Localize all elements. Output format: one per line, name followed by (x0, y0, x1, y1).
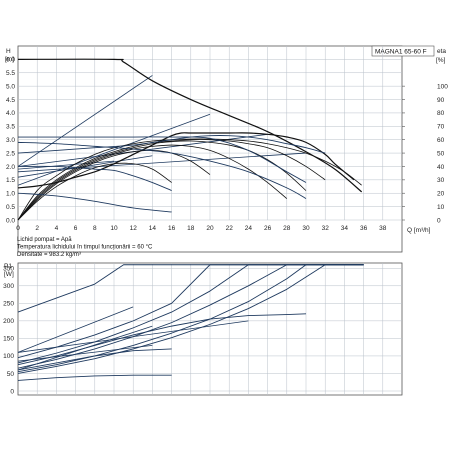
y-tick-label: 2.5 (6, 150, 15, 157)
y-axis-title-bottom: [m] (5, 56, 14, 63)
y-tick-label: 1.0 (6, 191, 15, 198)
x-tick-label: 30 (302, 225, 310, 232)
x-tick-label: 4 (55, 225, 59, 232)
power-curve (17, 374, 172, 381)
x-axis-title: Q [m³/h] (407, 227, 431, 234)
power-curve (17, 264, 364, 374)
y2-tick-label: 0 (437, 217, 441, 224)
power-y-tick-label: 200 (3, 318, 14, 325)
y2-tick-label: 50 (437, 150, 445, 157)
head-curve (17, 141, 307, 199)
system-line (17, 75, 153, 167)
y-tick-label: 4.0 (6, 110, 15, 117)
model-label-box (371, 45, 435, 57)
y-tick-label: 2.0 (6, 164, 15, 171)
y2-tick-label: 10 (437, 204, 445, 211)
x-tick-label: 22 (226, 225, 234, 232)
x-tick-label: 28 (283, 225, 291, 232)
x-tick-label: 6 (74, 225, 78, 232)
x-tick-label: 36 (360, 225, 368, 232)
x-tick-label: 34 (341, 225, 349, 232)
head-tick-labels: 0 2 4 6 8 10 12 14 16 18 20 22 24 26 28 30 32 34 36 380.00.… (6, 57, 448, 232)
head-curve (17, 192, 172, 213)
power-curve (17, 348, 172, 371)
x-tick-label: 2 (35, 225, 39, 232)
system-line (17, 160, 115, 170)
y-tick-label: 3.0 (6, 137, 15, 144)
efficiency-curve (17, 140, 307, 221)
x-tick-label: 14 (149, 225, 157, 232)
head-curve (17, 135, 326, 154)
y-tick-label: 4.5 (6, 97, 15, 104)
y-tick-label: 5.5 (6, 70, 15, 77)
power-system-line (17, 306, 134, 353)
y-tick-label: 6.0 (6, 57, 15, 64)
power-grid (18, 263, 402, 395)
power-y-tick-label: 50 (7, 371, 15, 378)
x-tick-label: 18 (187, 225, 195, 232)
y2-tick-label: 60 (437, 137, 445, 144)
y2-tick-label: 90 (437, 97, 445, 104)
y2-tick-label: 80 (437, 110, 445, 117)
power-curve (17, 264, 364, 373)
model-label: MAGNA1 65-60 F (375, 49, 427, 56)
x-tick-label: 26 (264, 225, 272, 232)
y-tick-label: 1.5 (6, 177, 15, 184)
x-tick-label: 32 (322, 225, 330, 232)
power-y-axis-title-top: P1 (4, 263, 12, 270)
x-tick-label: 0 (16, 225, 20, 232)
efficiency-curve (17, 149, 211, 221)
power-curve (17, 264, 364, 313)
y-tick-label: 0.5 (6, 204, 15, 211)
y-tick-label: 3.5 (6, 124, 15, 131)
y-tick-label: 5.0 (6, 83, 15, 90)
power-y-tick-label: 300 (3, 283, 14, 290)
power-curves (17, 264, 364, 381)
efficiency-curve (17, 139, 326, 221)
power-curve (17, 264, 364, 369)
power-curve (17, 264, 364, 359)
x-tick-label: 20 (206, 225, 214, 232)
x-tick-label: 12 (130, 225, 138, 232)
x-tick-label: 8 (93, 225, 97, 232)
system-line (17, 152, 307, 173)
efficiency-curve (17, 138, 362, 221)
x-tick-label: 38 (379, 225, 387, 232)
note-temperature: Temperatura lichidului în timpul funcțio… (17, 245, 153, 251)
power-y-tick-label: 0 (10, 388, 14, 395)
note-density: Densitate = 983.2 kg/m³ (17, 252, 81, 258)
efficiency-curve (17, 162, 172, 221)
head-curves (17, 58, 363, 221)
head-curve (17, 132, 355, 189)
power-system-line (17, 345, 153, 362)
head-curve (17, 58, 363, 193)
head-curve (17, 136, 307, 183)
y-axis-title-top: H (6, 48, 11, 55)
efficiency-curve (17, 144, 288, 221)
power-y-tick-label: 150 (3, 336, 14, 343)
y2-axis-title-bottom: [%] (436, 57, 446, 64)
power-y-tick-label: 250 (3, 301, 14, 308)
power-y-axis-title-bottom: [W] (4, 271, 14, 278)
y2-tick-label: 30 (437, 177, 445, 184)
y2-tick-label: 70 (437, 124, 445, 131)
y2-tick-label: 40 (437, 164, 445, 171)
power-y-tick-label: 100 (3, 353, 14, 360)
y2-tick-label: 100 (437, 83, 448, 90)
system-line (17, 113, 211, 186)
note-liquid: Lichid pompat = Apă (17, 237, 72, 243)
power-curve (17, 313, 307, 366)
power-y-tick-label: 350 (3, 266, 14, 273)
power-curve (17, 264, 364, 364)
power-tick-labels: 0 50 100 150 200 250 300 350 (3, 266, 14, 396)
x-tick-label: 10 (110, 225, 118, 232)
y-tick-label: 0.0 (6, 217, 15, 224)
head-curve (17, 165, 172, 191)
y2-tick-label: 20 (437, 191, 445, 198)
y2-axis-title-top: eta (437, 48, 446, 55)
x-tick-label: 16 (168, 225, 176, 232)
head-grid (18, 46, 405, 221)
x-tick-label: 24 (245, 225, 253, 232)
